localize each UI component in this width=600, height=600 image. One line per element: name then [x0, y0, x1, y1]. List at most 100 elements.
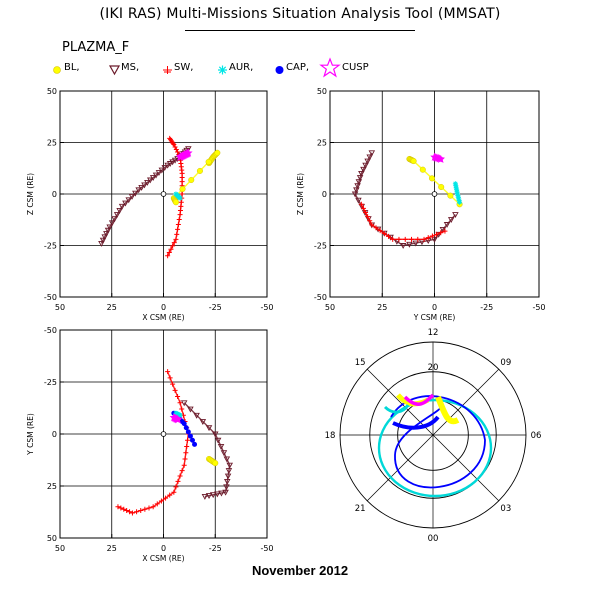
y-tick-label: -25	[44, 242, 57, 251]
x-tick-label: 50	[55, 544, 65, 553]
y-tick-label: -50	[44, 326, 57, 335]
x-tick-label: 25	[377, 303, 387, 312]
data-point	[409, 236, 415, 242]
earth-icon	[160, 431, 167, 437]
polar-time-label: 21	[355, 504, 366, 514]
data-point	[180, 400, 188, 407]
data-point	[177, 473, 183, 479]
data-point	[358, 201, 364, 207]
data-point	[211, 431, 219, 438]
legend-label: SW,	[174, 62, 194, 73]
x-tick-label: -25	[209, 303, 222, 312]
data-point	[177, 195, 183, 201]
data-point	[99, 237, 107, 244]
data-point	[175, 226, 181, 232]
data-point	[174, 231, 180, 237]
data-point	[442, 228, 448, 234]
x-tick-label: 0	[432, 303, 437, 312]
x-tick-label: -50	[260, 544, 273, 553]
data-point	[176, 217, 182, 223]
data-point	[171, 157, 179, 164]
legend-label: MS,	[121, 62, 140, 73]
x-tick-label: -25	[480, 303, 493, 312]
bl-track	[435, 395, 460, 425]
data-point	[354, 183, 361, 190]
series-cusp	[430, 152, 446, 163]
data-point	[167, 375, 173, 381]
data-point	[223, 484, 230, 491]
data-point	[360, 166, 367, 173]
data-point	[205, 493, 213, 499]
data-point	[390, 236, 396, 242]
data-point	[138, 508, 144, 514]
data-point	[183, 450, 189, 456]
data-point	[163, 495, 169, 501]
x-tick-label: 50	[55, 303, 65, 312]
data-point	[116, 208, 123, 214]
data-point	[184, 443, 190, 449]
data-point	[173, 147, 179, 153]
data-point	[187, 433, 193, 439]
y-axis-label: Z CSM (RE)	[296, 173, 305, 215]
y-tick-label: 25	[47, 482, 57, 491]
polar-time-label: 03	[500, 504, 511, 514]
plus-icon	[163, 66, 172, 74]
data-point	[419, 166, 426, 173]
polar-time-label: 09	[500, 358, 511, 368]
earth-icon	[160, 191, 167, 197]
legend-label: CUSP	[342, 62, 369, 73]
data-point	[443, 222, 451, 228]
y-tick-label: 0	[52, 190, 57, 199]
cusp-track	[403, 393, 435, 406]
data-point	[223, 456, 231, 463]
data-point	[355, 197, 362, 204]
y-tick-label: 0	[52, 430, 57, 439]
data-point	[431, 236, 438, 243]
data-point	[457, 199, 463, 205]
data-point	[226, 462, 234, 469]
y-tick-label: -50	[314, 293, 327, 302]
data-point	[129, 510, 135, 516]
data-point	[224, 473, 232, 480]
y-axis-label: Z CSM (RE)	[26, 173, 35, 215]
data-point	[188, 176, 195, 183]
data-point	[175, 478, 181, 484]
data-point	[165, 253, 171, 259]
series-ms	[180, 400, 234, 500]
data-point	[173, 415, 183, 424]
data-point	[428, 175, 435, 182]
series-bl	[406, 155, 463, 208]
scatter-panel-bottom-left: 50 25 0 -25 -50 -50 -25 0 25 50 X CSM (RE) Y CSM (R…	[26, 326, 274, 563]
data-point	[172, 199, 179, 206]
polar-spoke	[432, 368, 500, 436]
data-point	[115, 504, 121, 510]
data-point	[173, 484, 179, 490]
data-point	[113, 212, 121, 219]
data-point	[351, 191, 359, 198]
x-tick-label: 50	[325, 303, 335, 312]
data-point	[212, 460, 219, 467]
data-point	[217, 444, 225, 450]
data-point	[187, 406, 194, 413]
data-point	[193, 412, 200, 419]
data-point	[185, 146, 192, 153]
data-point	[182, 456, 188, 462]
data-point	[134, 509, 140, 515]
data-point	[166, 161, 174, 167]
data-point	[179, 468, 185, 474]
data-point	[452, 212, 459, 219]
data-point	[98, 240, 105, 247]
earth-icon	[431, 191, 438, 197]
data-point	[377, 228, 383, 234]
series-sw	[165, 135, 185, 259]
series-cusp	[169, 413, 183, 424]
x-tick-label: -50	[260, 303, 273, 312]
data-point	[170, 381, 176, 387]
data-point	[447, 192, 454, 199]
data-point	[386, 233, 392, 239]
data-point	[429, 233, 435, 239]
y-tick-label: 50	[47, 534, 57, 543]
data-point	[369, 222, 375, 228]
